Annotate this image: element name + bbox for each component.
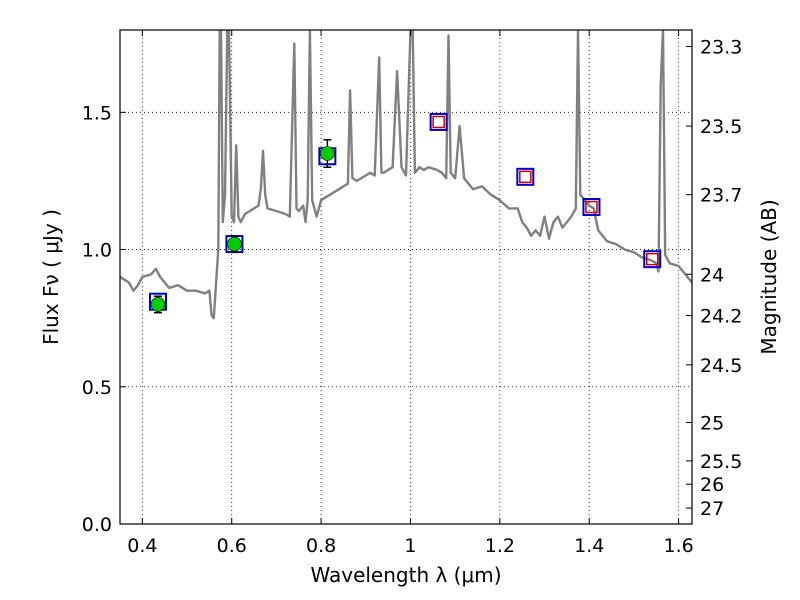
right-axis-tick-label: 24.2	[700, 305, 742, 327]
grid	[120, 30, 692, 525]
model-flux-square	[429, 112, 448, 131]
observed-flux-point	[320, 146, 335, 161]
right-axis-tick-label: 23.7	[700, 185, 742, 207]
y-tick-label: 0.5	[82, 377, 112, 399]
predicted-flux-square	[585, 200, 598, 214]
y-tick-label: 0.0	[82, 514, 112, 536]
x-tick-label: 0.6	[217, 535, 247, 557]
x-tick-label: 1	[404, 535, 416, 557]
right-axis-tick-label: 24	[700, 264, 724, 286]
model-flux-square	[582, 198, 601, 217]
x-tick-label: 1.4	[574, 535, 604, 557]
right-axis-tick-label: 24.5	[700, 355, 742, 377]
predicted-flux-square	[519, 170, 532, 184]
model-spectrum-line	[120, 30, 692, 320]
right-axis-tick-label: 26	[700, 474, 724, 496]
x-tick-label: 1.2	[485, 535, 515, 557]
y-tick-label: 1.0	[82, 240, 112, 262]
right-axis-tick-label: 23.3	[700, 36, 742, 58]
x-tick-label: 0.4	[127, 535, 157, 557]
x-tick-label: 1.6	[663, 535, 693, 557]
y-axis: 0.0 0.5 1.0 1.5	[82, 102, 126, 536]
right-axis-tick-label: 27	[700, 498, 724, 520]
y-axis-title: Flux Fν ( μJy )	[39, 209, 63, 345]
marker-layer	[148, 112, 662, 314]
model-flux-square	[643, 250, 662, 269]
x-tick-label: 0.8	[306, 535, 336, 557]
x-axis: 0.4 0.6 0.8 1 1.2 1.4 1.6	[127, 30, 694, 557]
predicted-flux-square	[432, 115, 445, 129]
model-flux-square	[516, 167, 535, 186]
right-axis-tick-label: 23.5	[700, 116, 742, 138]
y-tick-label: 1.5	[82, 102, 112, 124]
observed-flux-point	[150, 297, 166, 312]
observed-flux-point	[227, 236, 242, 252]
x-axis-title: Wavelength λ (μm)	[310, 563, 501, 587]
plot-frame	[119, 29, 693, 525]
spectrum-layer	[120, 30, 692, 320]
right-axis-tick-label: 25.5	[700, 451, 742, 473]
predicted-flux-square	[645, 252, 659, 266]
right-axis-tick-label: 25	[700, 412, 724, 434]
right-axis-title: Magnitude (AB)	[757, 199, 781, 354]
